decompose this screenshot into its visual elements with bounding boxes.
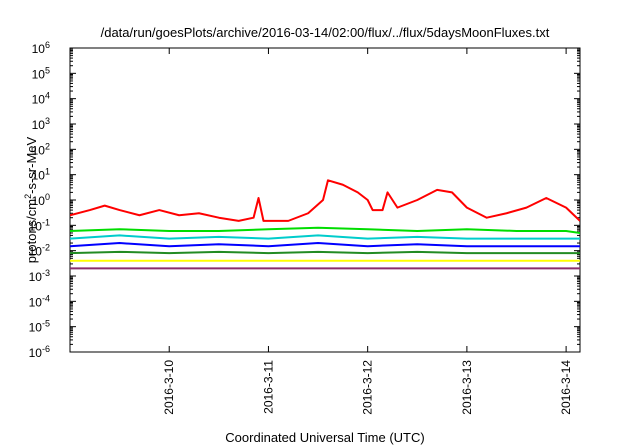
y-tick-label: 104 [32,91,50,107]
x-tick-label: 2016-3-11 [261,360,275,414]
x-tick-label: 2016-3-10 [162,360,176,415]
series-line-3 [70,242,580,248]
series-line-0 [70,179,580,222]
y-tick-label: 106 [32,40,50,56]
y-tick-label: 10-6 [29,344,50,360]
y-tick-label: 10-2 [29,243,50,259]
y-tick-label: 10-4 [29,293,50,309]
y-tick-label: 103 [32,116,50,132]
y-axis-label: protons/cm2-s-sr-MeV [23,136,39,263]
x-tick-label: 2016-3-12 [361,360,375,415]
y-axis-label-sup: 2 [23,194,33,199]
series-line-2 [70,234,580,240]
y-tick-label: 105 [32,65,50,81]
series-line-4 [70,250,580,255]
plot-frame [69,47,581,353]
x-axis-label: Coordinated Universal Time (UTC) [225,430,424,445]
y-axis-label-rest: -s-sr-MeV [24,136,39,193]
y-tick-label: 10-3 [29,268,50,284]
y-tick-label: 101 [32,167,50,183]
y-tick-label: 100 [32,192,50,208]
x-tick-label: 2016-3-14 [559,360,573,415]
y-tick-label: 102 [32,141,50,157]
y-tick-label: 10-1 [29,217,50,233]
series-line-1 [70,226,580,234]
chart-title: /data/run/goesPlots/archive/2016-03-14/0… [101,25,550,40]
svg-text:protons/cm2-s-sr-MeV: protons/cm2-s-sr-MeV [23,136,39,263]
plot-area: 10-6 10-5 10-4 10-3 10-2 10-1 100 101 102 103 104 1… [29,40,581,415]
y-axis-label-base: protons/cm [24,199,39,263]
y-tick-label: 10-5 [29,319,50,335]
x-tick-label: 2016-3-13 [460,360,474,415]
